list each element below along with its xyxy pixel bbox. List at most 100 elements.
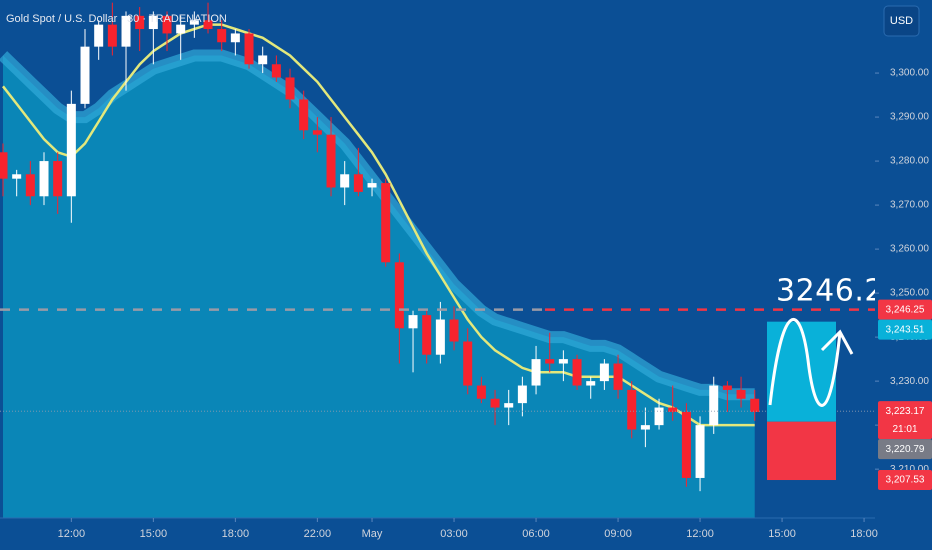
- x-tick-label: 12:00: [686, 528, 714, 540]
- y-tick-label: 3,260.00: [890, 244, 929, 255]
- price-tag: [878, 470, 932, 491]
- price-tag: [878, 319, 932, 340]
- y-tick-label: 3,250.00: [890, 288, 929, 299]
- candle-body: [340, 174, 350, 188]
- candle-body: [709, 385, 719, 426]
- price-tag-label: 3,223.17: [886, 406, 925, 417]
- y-tick-label: 3,280.00: [890, 156, 929, 167]
- candle-body: [545, 359, 555, 364]
- candle-body: [162, 15, 172, 34]
- candle-body: [736, 389, 746, 399]
- annotation: 3246.2: [776, 274, 884, 309]
- candle-body: [572, 359, 582, 386]
- candle-body: [517, 385, 527, 404]
- candle-body: [381, 183, 391, 263]
- candle-body: [271, 64, 281, 78]
- arrow-head: [820, 329, 854, 355]
- candle-body: [722, 385, 732, 390]
- candle-body: [599, 363, 609, 382]
- candle-body: [586, 381, 596, 386]
- candle-body: [640, 425, 650, 430]
- candle-body: [326, 134, 336, 188]
- target-zone: [767, 321, 836, 422]
- candle-body: [258, 55, 268, 65]
- candle-body: [490, 398, 500, 408]
- currency-label[interactable]: USD: [890, 15, 913, 27]
- candle-body: [408, 315, 418, 329]
- x-tick-label: 18:00: [850, 528, 878, 540]
- candle-body: [476, 385, 486, 399]
- ema-line: [2, 23, 755, 427]
- candle-body: [531, 359, 541, 386]
- price-tag: [878, 401, 932, 440]
- candle-body: [558, 359, 568, 364]
- x-tick-label: 06:00: [522, 528, 550, 540]
- candle-body: [353, 174, 363, 192]
- candle-body: [80, 46, 90, 104]
- x-tick-label: 22:00: [304, 528, 332, 540]
- x-tick-label: May: [362, 528, 383, 540]
- y-tick-label: 3,210.00: [890, 464, 929, 475]
- candle-body: [217, 29, 227, 43]
- x-tick-label: 15:00: [140, 528, 168, 540]
- candle-body: [230, 33, 240, 43]
- forecast-arrow: [768, 317, 842, 407]
- candle-body: [189, 20, 199, 25]
- chart-title: Gold Spot / U.S. Dollar · 30 · TRADENATI…: [6, 13, 227, 25]
- candle-body: [681, 411, 691, 478]
- candle-body: [422, 315, 432, 355]
- candle-body: [613, 363, 623, 390]
- candle-body: [25, 174, 35, 197]
- candle-body: [627, 389, 637, 430]
- y-tick-label: 3,290.00: [890, 112, 929, 123]
- stop-zone: [767, 421, 836, 481]
- candle-body: [203, 20, 213, 30]
- price-tag-label: 3,246.25: [886, 304, 925, 315]
- candle-body: [39, 161, 49, 197]
- y-tick-label: 3,270.00: [890, 200, 929, 211]
- candle-body: [504, 403, 514, 408]
- x-tick-label: 18:00: [222, 528, 250, 540]
- candle-body: [94, 24, 104, 47]
- candle-body: [463, 341, 473, 386]
- candle-body: [148, 15, 158, 30]
- price-tag-label: 3,220.79: [886, 444, 925, 455]
- price-tag-label: 3,207.53: [886, 475, 925, 486]
- candle-body: [285, 77, 295, 100]
- candle-body: [668, 407, 678, 412]
- x-tick-label: 03:00: [440, 528, 468, 540]
- candle-body: [654, 407, 664, 426]
- candle-body: [53, 161, 63, 197]
- price-tag: [878, 299, 932, 320]
- candle-body: [66, 103, 76, 197]
- candle-body: [312, 130, 322, 135]
- candle-body: [299, 99, 309, 131]
- price-tag-label: 3,243.51: [886, 324, 925, 335]
- candle-body: [176, 24, 186, 34]
- x-tick-label: 12:00: [58, 528, 86, 540]
- candle-body: [435, 319, 445, 355]
- axes: 3,210.003,220.003,230.003,240.003,250.00…: [58, 68, 932, 540]
- candle-body: [135, 15, 145, 30]
- price-tag: [878, 439, 932, 460]
- candle-body: [0, 152, 8, 179]
- x-tick-label: 15:00: [768, 528, 796, 540]
- currency-button[interactable]: [883, 5, 920, 37]
- x-tick-label: 09:00: [604, 528, 632, 540]
- candle-body: [695, 425, 705, 478]
- candle-body: [121, 15, 131, 47]
- candle-body: [107, 24, 117, 47]
- band-area: [3, 55, 755, 518]
- y-tick-label: 3,230.00: [890, 376, 929, 387]
- candle-body: [367, 183, 377, 188]
- countdown-label: 21:01: [892, 424, 917, 435]
- band-edge: [0, 49, 755, 401]
- candle-body: [394, 262, 404, 329]
- candle-body: [12, 174, 22, 179]
- candle-body: [449, 319, 459, 342]
- candle-body: [750, 398, 760, 412]
- plot-area: 3246.2: [0, 2, 884, 518]
- candle-body: [244, 33, 254, 65]
- y-tick-label: 3,300.00: [890, 68, 929, 79]
